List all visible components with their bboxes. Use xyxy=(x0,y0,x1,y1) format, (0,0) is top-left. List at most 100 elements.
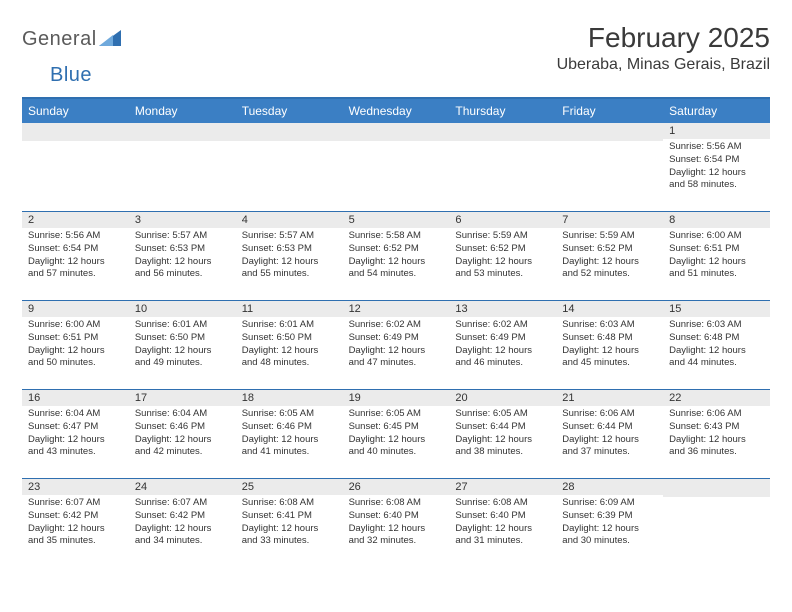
day-number: 23 xyxy=(22,479,129,495)
day-details: Sunrise: 6:06 AMSunset: 6:43 PMDaylight:… xyxy=(663,406,770,463)
calendar-page: General February 2025 Uberaba, Minas Ger… xyxy=(0,0,792,567)
sunrise-text: Sunrise: 5:59 AM xyxy=(562,230,657,243)
day-details: Sunrise: 5:58 AMSunset: 6:52 PMDaylight:… xyxy=(343,228,450,285)
day-details: Sunrise: 6:04 AMSunset: 6:47 PMDaylight:… xyxy=(22,406,129,463)
day-number: 19 xyxy=(343,390,450,406)
sunrise-text: Sunrise: 6:01 AM xyxy=(242,319,337,332)
sunset-text: Sunset: 6:47 PM xyxy=(28,421,123,434)
day-number: 18 xyxy=(236,390,343,406)
day-details: Sunrise: 6:03 AMSunset: 6:48 PMDaylight:… xyxy=(663,317,770,374)
daylight-text: Daylight: 12 hours and 44 minutes. xyxy=(669,345,764,371)
weeks-container: 1Sunrise: 5:56 AMSunset: 6:54 PMDaylight… xyxy=(22,123,770,567)
day-cell: 13Sunrise: 6:02 AMSunset: 6:49 PMDayligh… xyxy=(449,301,556,389)
day-details: Sunrise: 6:08 AMSunset: 6:41 PMDaylight:… xyxy=(236,495,343,552)
daylight-text: Daylight: 12 hours and 33 minutes. xyxy=(242,523,337,549)
day-details: Sunrise: 6:00 AMSunset: 6:51 PMDaylight:… xyxy=(663,228,770,285)
day-number: 20 xyxy=(449,390,556,406)
day-cell: 28Sunrise: 6:09 AMSunset: 6:39 PMDayligh… xyxy=(556,479,663,567)
daylight-text: Daylight: 12 hours and 32 minutes. xyxy=(349,523,444,549)
daylight-text: Daylight: 12 hours and 37 minutes. xyxy=(562,434,657,460)
day-number: 27 xyxy=(449,479,556,495)
sunrise-text: Sunrise: 6:07 AM xyxy=(135,497,230,510)
day-details: Sunrise: 6:05 AMSunset: 6:44 PMDaylight:… xyxy=(449,406,556,463)
week-row: 1Sunrise: 5:56 AMSunset: 6:54 PMDaylight… xyxy=(22,123,770,211)
sunrise-text: Sunrise: 5:58 AM xyxy=(349,230,444,243)
day-cell: 10Sunrise: 6:01 AMSunset: 6:50 PMDayligh… xyxy=(129,301,236,389)
day-number: 16 xyxy=(22,390,129,406)
daylight-text: Daylight: 12 hours and 41 minutes. xyxy=(242,434,337,460)
sunrise-text: Sunrise: 6:05 AM xyxy=(349,408,444,421)
sunrise-text: Sunrise: 5:56 AM xyxy=(28,230,123,243)
sunset-text: Sunset: 6:39 PM xyxy=(562,510,657,523)
sunset-text: Sunset: 6:46 PM xyxy=(242,421,337,434)
day-number: 3 xyxy=(129,212,236,228)
daylight-text: Daylight: 12 hours and 38 minutes. xyxy=(455,434,550,460)
day-number xyxy=(556,123,663,141)
sunset-text: Sunset: 6:54 PM xyxy=(669,154,764,167)
day-cell: 16Sunrise: 6:04 AMSunset: 6:47 PMDayligh… xyxy=(22,390,129,478)
sunset-text: Sunset: 6:54 PM xyxy=(28,243,123,256)
sunset-text: Sunset: 6:53 PM xyxy=(135,243,230,256)
week-row: 9Sunrise: 6:00 AMSunset: 6:51 PMDaylight… xyxy=(22,300,770,389)
day-number: 15 xyxy=(663,301,770,317)
day-details: Sunrise: 6:09 AMSunset: 6:39 PMDaylight:… xyxy=(556,495,663,552)
sunset-text: Sunset: 6:40 PM xyxy=(349,510,444,523)
day-details: Sunrise: 6:06 AMSunset: 6:44 PMDaylight:… xyxy=(556,406,663,463)
day-cell: 1Sunrise: 5:56 AMSunset: 6:54 PMDaylight… xyxy=(663,123,770,211)
sunset-text: Sunset: 6:52 PM xyxy=(562,243,657,256)
day-cell xyxy=(449,123,556,211)
sunrise-text: Sunrise: 6:02 AM xyxy=(349,319,444,332)
day-details: Sunrise: 6:00 AMSunset: 6:51 PMDaylight:… xyxy=(22,317,129,374)
day-number xyxy=(449,123,556,141)
daylight-text: Daylight: 12 hours and 43 minutes. xyxy=(28,434,123,460)
sunrise-text: Sunrise: 6:08 AM xyxy=(242,497,337,510)
day-details: Sunrise: 6:01 AMSunset: 6:50 PMDaylight:… xyxy=(129,317,236,374)
sunset-text: Sunset: 6:43 PM xyxy=(669,421,764,434)
location-label: Uberaba, Minas Gerais, Brazil xyxy=(557,56,770,74)
day-number: 12 xyxy=(343,301,450,317)
daylight-text: Daylight: 12 hours and 50 minutes. xyxy=(28,345,123,371)
sunrise-text: Sunrise: 6:01 AM xyxy=(135,319,230,332)
sunset-text: Sunset: 6:50 PM xyxy=(135,332,230,345)
sunset-text: Sunset: 6:41 PM xyxy=(242,510,337,523)
day-number: 8 xyxy=(663,212,770,228)
day-cell: 27Sunrise: 6:08 AMSunset: 6:40 PMDayligh… xyxy=(449,479,556,567)
day-cell: 24Sunrise: 6:07 AMSunset: 6:42 PMDayligh… xyxy=(129,479,236,567)
day-details: Sunrise: 5:59 AMSunset: 6:52 PMDaylight:… xyxy=(556,228,663,285)
day-cell: 8Sunrise: 6:00 AMSunset: 6:51 PMDaylight… xyxy=(663,212,770,300)
day-number: 25 xyxy=(236,479,343,495)
day-number: 28 xyxy=(556,479,663,495)
daylight-text: Daylight: 12 hours and 34 minutes. xyxy=(135,523,230,549)
day-number: 6 xyxy=(449,212,556,228)
day-cell: 26Sunrise: 6:08 AMSunset: 6:40 PMDayligh… xyxy=(343,479,450,567)
week-row: 16Sunrise: 6:04 AMSunset: 6:47 PMDayligh… xyxy=(22,389,770,478)
day-cell: 7Sunrise: 5:59 AMSunset: 6:52 PMDaylight… xyxy=(556,212,663,300)
daylight-text: Daylight: 12 hours and 42 minutes. xyxy=(135,434,230,460)
day-number: 26 xyxy=(343,479,450,495)
day-number xyxy=(236,123,343,141)
sunset-text: Sunset: 6:49 PM xyxy=(455,332,550,345)
brand-triangle-icon xyxy=(99,28,121,51)
sunrise-text: Sunrise: 6:09 AM xyxy=(562,497,657,510)
day-number: 1 xyxy=(663,123,770,139)
weekday-header: Wednesday xyxy=(343,99,450,123)
sunset-text: Sunset: 6:44 PM xyxy=(455,421,550,434)
day-number: 24 xyxy=(129,479,236,495)
weekday-header: Thursday xyxy=(449,99,556,123)
daylight-text: Daylight: 12 hours and 53 minutes. xyxy=(455,256,550,282)
day-details: Sunrise: 5:56 AMSunset: 6:54 PMDaylight:… xyxy=(663,139,770,196)
weekday-header: Friday xyxy=(556,99,663,123)
day-cell xyxy=(236,123,343,211)
day-cell xyxy=(22,123,129,211)
day-number xyxy=(129,123,236,141)
sunset-text: Sunset: 6:46 PM xyxy=(135,421,230,434)
daylight-text: Daylight: 12 hours and 55 minutes. xyxy=(242,256,337,282)
sunset-text: Sunset: 6:50 PM xyxy=(242,332,337,345)
sunrise-text: Sunrise: 6:05 AM xyxy=(242,408,337,421)
daylight-text: Daylight: 12 hours and 35 minutes. xyxy=(28,523,123,549)
day-number: 22 xyxy=(663,390,770,406)
sunrise-text: Sunrise: 6:02 AM xyxy=(455,319,550,332)
daylight-text: Daylight: 12 hours and 58 minutes. xyxy=(669,167,764,193)
day-cell: 2Sunrise: 5:56 AMSunset: 6:54 PMDaylight… xyxy=(22,212,129,300)
day-number: 2 xyxy=(22,212,129,228)
